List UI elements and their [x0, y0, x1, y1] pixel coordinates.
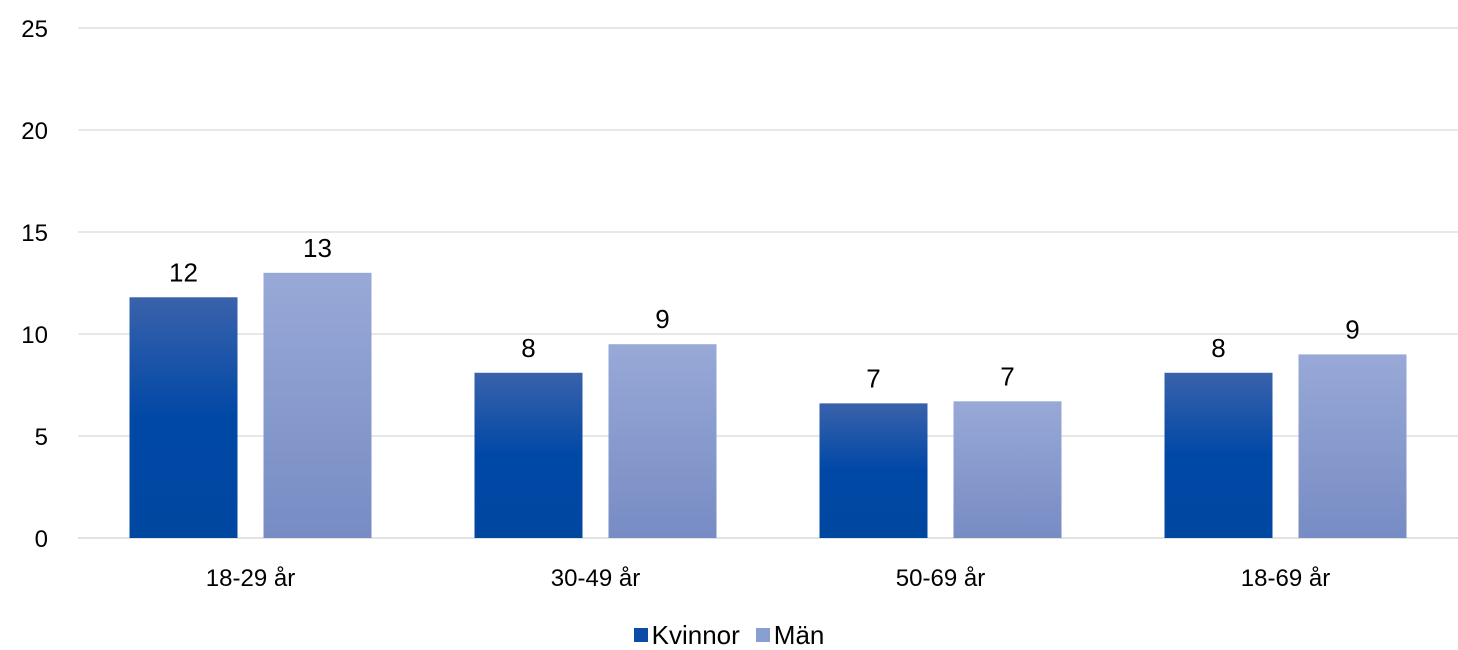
data-label: 13: [303, 233, 332, 263]
data-label: 7: [1000, 361, 1014, 391]
y-tick-label: 0: [35, 526, 48, 553]
x-axis-ticks: 18-29 år 30-49 år 50-69 år 18-69 år: [206, 565, 1330, 592]
bar-man: [1298, 354, 1407, 538]
y-tick-label: 20: [21, 118, 48, 145]
y-tick-label: 25: [21, 16, 48, 43]
y-tick-label: 15: [21, 220, 48, 247]
y-tick-label: 5: [35, 424, 48, 451]
y-tick-label: 10: [21, 322, 48, 349]
legend-item-man: Män: [755, 620, 825, 650]
legend-label-kvinnor: Kvinnor: [651, 620, 740, 650]
bar-man: [608, 344, 717, 538]
data-label: 8: [521, 333, 535, 363]
bar-man: [953, 401, 1062, 538]
y-axis-ticks: 0 5 10 15 20 25: [21, 16, 48, 553]
x-tick-label: 18-29 år: [206, 565, 295, 592]
legend-swatch-kvinnor: [633, 628, 648, 642]
bar-kvinnor: [1164, 372, 1273, 538]
data-labels: 12 13 8 9 7 7 8 9: [169, 233, 1360, 394]
legend-swatch-man: [755, 628, 770, 642]
bar-chart: 0 5 10 15 20 25 12 13 8 9 7 7 8 9 18-29 år 30-49 år 50…: [21, 16, 1458, 592]
legend-item-kvinnor: Kvinnor: [633, 620, 740, 650]
x-tick-label: 18-69 år: [1241, 565, 1330, 592]
bar-kvinnor: [819, 403, 928, 538]
bar-man: [263, 272, 372, 538]
x-tick-label: 50-69 år: [896, 565, 985, 592]
legend: Kvinnor Män: [0, 620, 1458, 650]
data-label: 9: [655, 304, 669, 334]
data-label: 12: [169, 257, 198, 287]
x-tick-label: 30-49 år: [551, 565, 640, 592]
data-label: 9: [1345, 314, 1359, 344]
bars: [129, 272, 1407, 538]
bar-kvinnor: [129, 297, 238, 538]
data-label: 8: [1211, 333, 1225, 363]
legend-label-man: Män: [773, 620, 825, 650]
data-label: 7: [866, 363, 880, 393]
bar-kvinnor: [474, 372, 583, 538]
